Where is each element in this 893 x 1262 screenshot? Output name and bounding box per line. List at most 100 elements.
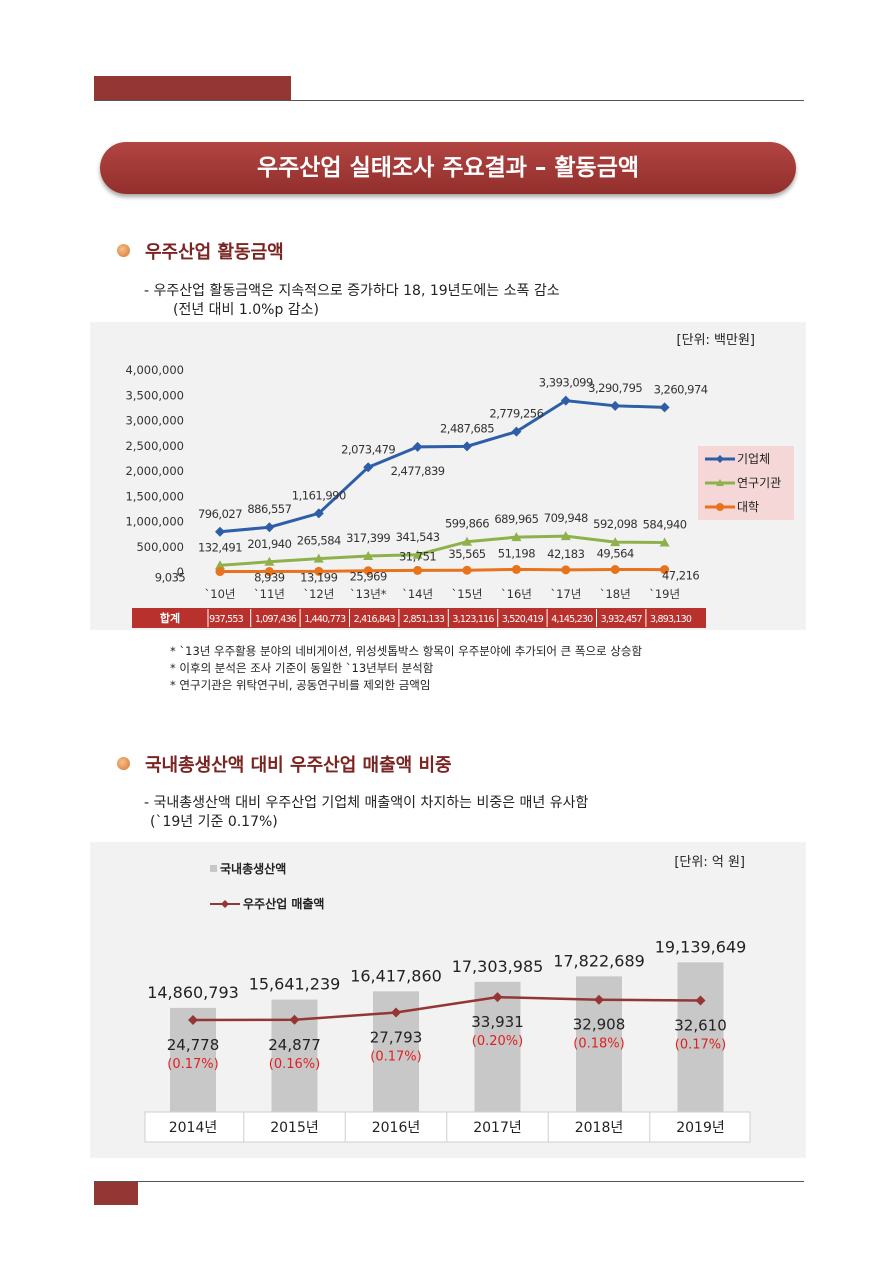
x-tick-label: `19년 bbox=[649, 587, 680, 601]
share-percent-label: (0.17%) bbox=[675, 1037, 726, 1052]
gdp-value-label: 17,303,985 bbox=[452, 957, 544, 976]
data-point bbox=[188, 1015, 198, 1026]
totals-cell: 1,097,436 bbox=[255, 614, 297, 625]
series-line-1 bbox=[219, 399, 665, 534]
data-point bbox=[215, 560, 225, 570]
x-tick-label: `16년 bbox=[501, 587, 532, 601]
data-label: 796,027 bbox=[198, 507, 242, 521]
footer-rule bbox=[94, 1181, 804, 1182]
legend-label: 국내총생산액 bbox=[220, 861, 286, 876]
x-tick-label: `13년* bbox=[350, 587, 387, 601]
data-point bbox=[610, 564, 620, 574]
page-title: 우주산업 실태조사 주요결과 – 활동금액 bbox=[100, 142, 796, 194]
x-tick-label: `18년 bbox=[600, 587, 631, 601]
chart2-unit-label: [단위: 억 원] bbox=[674, 855, 745, 870]
totals-cell: 2,416,843 bbox=[354, 614, 396, 625]
data-label: 584,940 bbox=[643, 517, 687, 531]
data-point bbox=[492, 992, 503, 1003]
header-rule bbox=[94, 100, 804, 101]
data-label: 201,940 bbox=[247, 537, 291, 551]
data-point bbox=[314, 566, 324, 576]
data-point bbox=[462, 536, 472, 546]
data-label: 599,866 bbox=[445, 517, 489, 531]
data-point bbox=[264, 567, 274, 577]
x-tick-label: 2014년 bbox=[169, 1120, 218, 1136]
data-label: 35,565 bbox=[448, 547, 485, 561]
space-revenue-label: 24,877 bbox=[268, 1036, 321, 1054]
space-revenue-line bbox=[192, 995, 701, 1022]
chart1-note-1: * `13년 우주활용 분야의 네비게이션, 위성셋톱박스 항목이 우주분야에 … bbox=[170, 644, 643, 658]
gdp-value-label: 19,139,649 bbox=[655, 937, 747, 956]
chart1-note-2: * 이후의 분석은 조사 기준이 동일한 `13년부터 분석함 bbox=[170, 661, 434, 675]
share-percent-label: (0.18%) bbox=[573, 1037, 624, 1052]
totals-cell: 4,145,230 bbox=[551, 614, 593, 625]
data-label: 25,969 bbox=[350, 570, 387, 584]
y-tick-label: 3,500,000 bbox=[125, 388, 184, 402]
section2-heading: 국내총생산액 대비 우주산업 매출액 비중 bbox=[145, 755, 452, 776]
y-tick-label: 4,000,000 bbox=[125, 363, 184, 377]
data-label: 1,161,990 bbox=[292, 488, 346, 502]
data-label: 2,779,256 bbox=[489, 407, 543, 421]
data-point bbox=[313, 508, 324, 519]
gdp-value-label: 15,641,239 bbox=[249, 975, 341, 994]
data-point bbox=[215, 526, 225, 537]
data-point bbox=[412, 441, 423, 452]
chart1-unit-label: [단위: 백만원] bbox=[677, 333, 755, 348]
gdp-value-label: 16,417,860 bbox=[350, 966, 442, 985]
x-tick-label: 2016년 bbox=[372, 1120, 421, 1136]
data-point bbox=[511, 564, 521, 574]
x-tick-label: 2018년 bbox=[575, 1120, 624, 1136]
activity-amount-line-chart: [단위: 백만원] 0 500,000 1,000,000 1,500,000 2,000… bbox=[125, 333, 794, 628]
data-point bbox=[313, 553, 324, 563]
x-tick-label: `14년 bbox=[402, 587, 433, 601]
section2-desc-line2: (`19년 기준 0.17%) bbox=[150, 814, 278, 830]
totals-cell: 1,440,773 bbox=[304, 614, 346, 625]
legend-marker bbox=[716, 503, 724, 511]
gdp-bar bbox=[170, 1007, 216, 1112]
data-label: 13,199 bbox=[300, 570, 337, 584]
space-revenue-label: 27,793 bbox=[370, 1029, 423, 1047]
section2-desc-line1: - 국내총생산액 대비 우주산업 기업체 매출액이 차지하는 비중은 매년 유사… bbox=[144, 795, 589, 811]
data-point bbox=[391, 1007, 401, 1018]
data-point bbox=[560, 395, 571, 406]
data-label: 317,399 bbox=[346, 531, 390, 545]
data-point bbox=[363, 550, 374, 560]
data-label: 2,487,685 bbox=[440, 421, 494, 435]
data-point bbox=[462, 441, 472, 452]
x-tick-label: `11년 bbox=[254, 587, 285, 601]
legend-marker bbox=[221, 900, 229, 908]
totals-row-background bbox=[132, 608, 706, 628]
data-point bbox=[462, 565, 472, 575]
chart2-panel: [단위: 억 원] 국내총생산액 우주산업 매출액 14,860,793 15,641,… bbox=[90, 842, 806, 1158]
header-accent-bar bbox=[94, 76, 291, 100]
data-point bbox=[610, 537, 621, 547]
data-point bbox=[363, 462, 374, 473]
share-percent-label: (0.17%) bbox=[167, 1057, 218, 1072]
footer-accent-bar bbox=[94, 1181, 138, 1205]
data-point bbox=[511, 532, 522, 542]
x-tick-label: `12년 bbox=[303, 587, 334, 601]
y-tick-label: 1,500,000 bbox=[125, 489, 184, 503]
share-percent-label: (0.20%) bbox=[472, 1034, 523, 1049]
data-label: 265,584 bbox=[297, 534, 341, 548]
space-revenue-label: 32,610 bbox=[674, 1016, 727, 1034]
section-bullet-icon bbox=[117, 757, 130, 770]
data-label: 8,939 bbox=[254, 571, 285, 585]
legend-marker bbox=[716, 479, 724, 486]
data-label: 31,751 bbox=[399, 549, 436, 563]
data-point bbox=[412, 549, 423, 559]
totals-cell: 3,893,130 bbox=[650, 614, 692, 625]
data-label: 3,393,099 bbox=[539, 376, 593, 390]
data-point bbox=[363, 566, 373, 576]
data-point bbox=[594, 994, 604, 1005]
x-tick-label: `15년 bbox=[452, 587, 483, 601]
legend-swatch bbox=[210, 865, 217, 872]
category-axis-band bbox=[144, 1111, 751, 1143]
data-label: 9,035 bbox=[155, 571, 186, 585]
gdp-bar bbox=[677, 962, 724, 1112]
data-label: 42,183 bbox=[547, 547, 584, 561]
data-label: 132,491 bbox=[198, 540, 242, 554]
data-point bbox=[695, 995, 706, 1006]
chart1-panel: [단위: 백만원] 0 500,000 1,000,000 1,500,000 2,000… bbox=[90, 322, 806, 630]
